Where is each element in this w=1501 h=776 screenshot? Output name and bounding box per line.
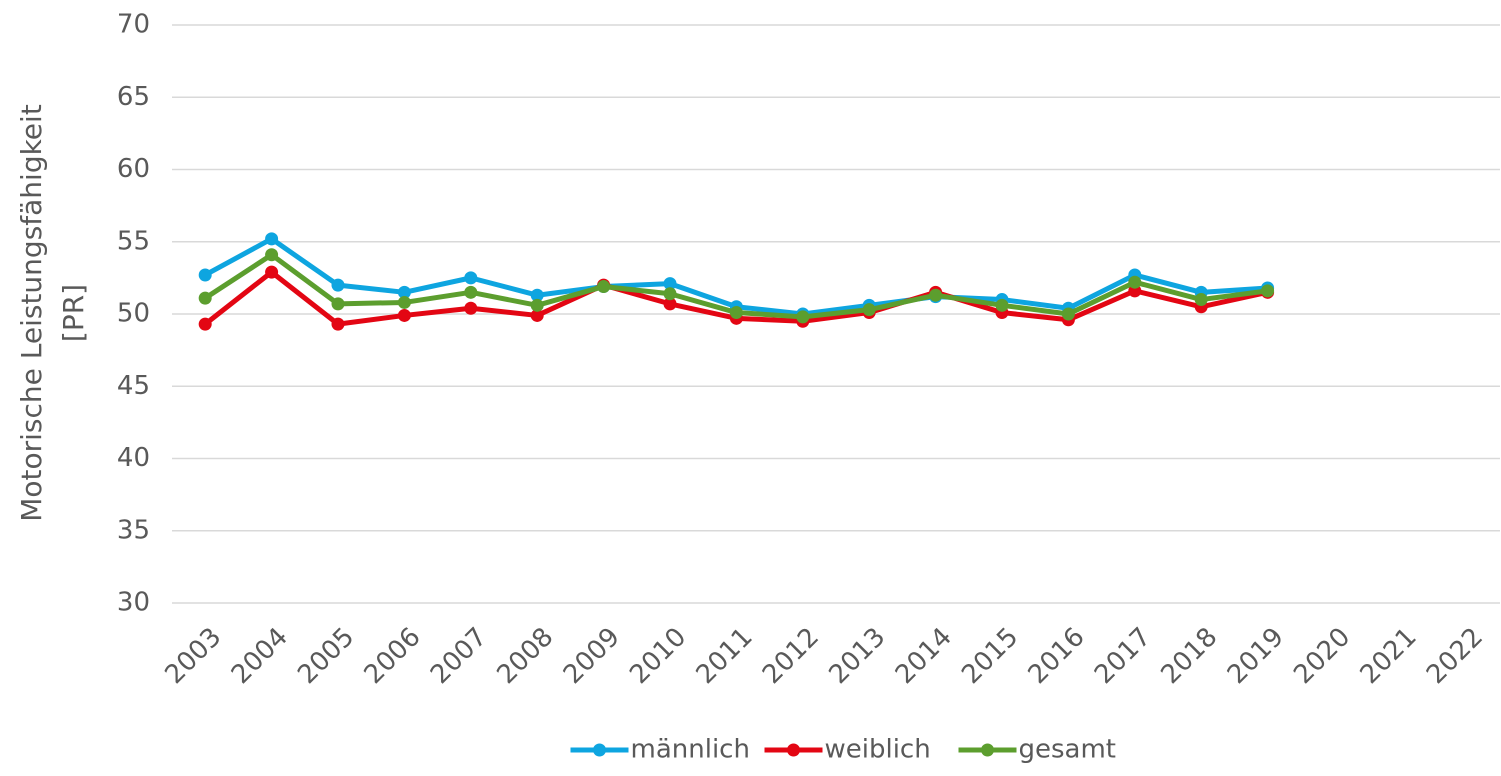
x-tick-label: 2006: [359, 622, 427, 690]
y-tick-label: 65: [117, 82, 150, 112]
x-tick-label: 2019: [1222, 622, 1290, 690]
x-tick-label: 2021: [1355, 622, 1423, 690]
legend-label: männlich: [631, 735, 750, 765]
y-axis-label-line: [PR]: [57, 284, 90, 342]
legend-marker: [787, 743, 800, 757]
y-tick-label: 60: [117, 154, 150, 184]
x-tick-label: 2007: [425, 622, 493, 690]
x-tick-label: 2016: [1023, 622, 1091, 690]
marker: [331, 317, 345, 331]
y-tick-label: 70: [117, 10, 150, 40]
x-tick-label: 2020: [1288, 622, 1356, 690]
marker: [464, 271, 478, 285]
marker: [1194, 293, 1208, 307]
marker: [663, 287, 677, 301]
x-tick-label: 2008: [491, 622, 559, 690]
marker: [397, 308, 411, 322]
marker: [198, 268, 212, 282]
marker: [663, 297, 677, 311]
y-tick-label: 30: [117, 588, 150, 618]
y-tick-label: 35: [117, 515, 150, 545]
legend-marker: [981, 743, 994, 757]
marker: [862, 303, 876, 317]
marker: [530, 288, 544, 302]
marker: [1061, 307, 1075, 321]
x-tick-label: 2015: [956, 622, 1024, 690]
marker: [530, 298, 544, 312]
marker: [198, 317, 212, 331]
marker: [929, 288, 943, 302]
x-tick-label: 2013: [823, 622, 891, 690]
y-tick-label: 55: [117, 226, 150, 256]
marker: [198, 291, 212, 305]
marker: [397, 295, 411, 309]
marker: [1128, 275, 1142, 289]
x-tick-label: 2012: [757, 622, 825, 690]
marker: [331, 297, 345, 311]
x-tick-label: 2010: [624, 622, 692, 690]
y-axis-label-line: Motorische Leistungsfähigkeit: [15, 104, 48, 522]
marker: [397, 285, 411, 299]
marker: [796, 310, 810, 324]
x-tick-label: 2022: [1421, 622, 1489, 690]
x-tick-label: 2004: [226, 622, 294, 690]
x-tick-label: 2011: [691, 622, 759, 690]
marker: [464, 285, 478, 299]
y-axis-label: Motorische Leistungsfähigkeit [PR]: [15, 104, 90, 522]
x-tick-label: 2018: [1155, 622, 1223, 690]
marker: [663, 277, 677, 291]
marker: [265, 265, 279, 279]
marker: [464, 301, 478, 315]
legend-label: weiblich: [825, 735, 931, 765]
x-tick-label: 2014: [890, 622, 958, 690]
y-tick-label: 40: [117, 443, 150, 473]
marker: [1261, 284, 1275, 298]
marker: [331, 278, 345, 292]
marker: [597, 280, 611, 294]
marker: [729, 306, 743, 320]
marker: [995, 298, 1009, 312]
legend-marker: [593, 743, 606, 757]
marker: [265, 232, 279, 246]
y-tick-label: 50: [117, 299, 150, 329]
marker: [530, 308, 544, 322]
x-tick-label: 2017: [1089, 622, 1157, 690]
marker: [265, 248, 279, 262]
y-tick-label: 45: [117, 371, 150, 401]
x-tick-label: 2005: [292, 622, 360, 690]
x-tick-label: 2009: [558, 622, 626, 690]
x-tick-label: 2003: [159, 622, 227, 690]
legend-label: gesamt: [1019, 735, 1117, 765]
